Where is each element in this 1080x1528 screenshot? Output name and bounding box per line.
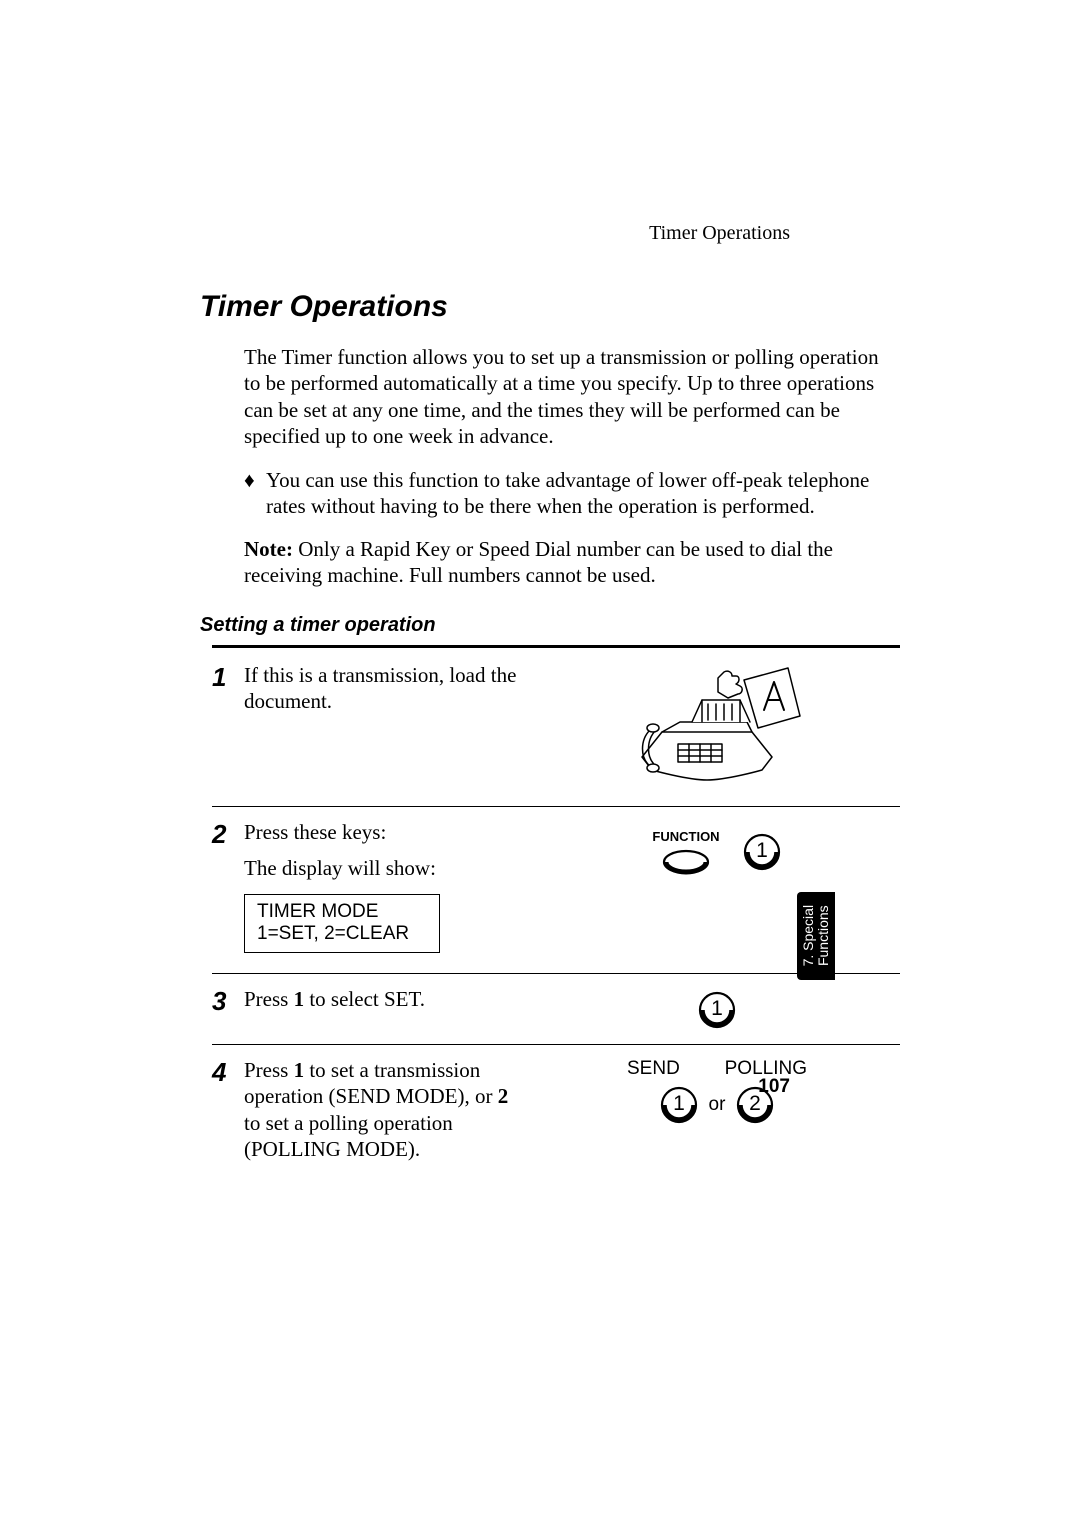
note-text: Only a Rapid Key or Speed Dial number ca… <box>244 537 833 587</box>
lcd-display: TIMER MODE 1=SET, 2=CLEAR <box>244 894 440 954</box>
note-paragraph: Note: Only a Rapid Key or Speed Dial num… <box>244 536 900 589</box>
fax-load-illustration <box>534 662 900 792</box>
svg-text:1: 1 <box>756 839 768 862</box>
subsection-title: Setting a timer operation <box>200 614 900 637</box>
diamond-bullet-icon: ♦ <box>244 467 266 520</box>
page-number: 107 <box>758 1076 790 1098</box>
tab-line-2: Functions <box>815 906 831 967</box>
step-3: 3 Press 1 to select SET. 1 <box>212 986 900 1030</box>
section-title: Timer Operations <box>200 290 900 324</box>
key-sequence: FUNCTION 1 <box>652 829 781 875</box>
svg-text:1: 1 <box>673 1092 685 1115</box>
step-4-text: Press 1 to set a transmission operation … <box>244 1057 534 1162</box>
step-number: 3 <box>212 986 244 1014</box>
svg-text:1: 1 <box>711 997 723 1020</box>
function-key-label: FUNCTION <box>652 829 719 845</box>
intro-paragraph: The Timer function allows you to set up … <box>244 344 900 449</box>
body-text-block: The Timer function allows you to set up … <box>244 344 900 588</box>
step-3-text: Press 1 to select SET. <box>244 986 534 1030</box>
keypad-1-icon: 1 <box>659 1085 699 1125</box>
note-label: Note: <box>244 537 293 561</box>
or-text: or <box>709 1093 726 1117</box>
keypad-1-icon: 1 <box>697 990 737 1030</box>
display-line-2: 1=SET, 2=CLEAR <box>257 923 427 946</box>
display-line-1: TIMER MODE <box>257 901 427 924</box>
fax-machine-icon <box>632 662 802 792</box>
divider-thin <box>212 806 900 807</box>
step-2-line2: The display will show: <box>244 855 524 881</box>
step-number: 4 <box>212 1057 244 1085</box>
divider-thick <box>212 645 900 648</box>
step-1-text: If this is a transmission, load the docu… <box>244 662 534 792</box>
chapter-tab: 7. Special Functions <box>797 892 835 980</box>
send-label: SEND <box>627 1057 680 1081</box>
step-4: 4 Press 1 to set a transmission operatio… <box>212 1057 900 1162</box>
function-key-icon <box>661 849 711 875</box>
step-1: 1 If this is a transmission, load the do… <box>212 662 900 792</box>
keypad-1-icon: 1 <box>742 832 782 872</box>
manual-page: Timer Operations Timer Operations The Ti… <box>0 0 1080 1528</box>
running-header: Timer Operations <box>649 222 790 245</box>
divider-thin <box>212 1044 900 1045</box>
bullet-item: ♦ You can use this function to take adva… <box>244 467 900 520</box>
bullet-text: You can use this function to take advant… <box>266 467 900 520</box>
step-number: 1 <box>212 662 244 690</box>
step-2-line1: Press these keys: <box>244 819 524 845</box>
step-number: 2 <box>212 819 244 847</box>
